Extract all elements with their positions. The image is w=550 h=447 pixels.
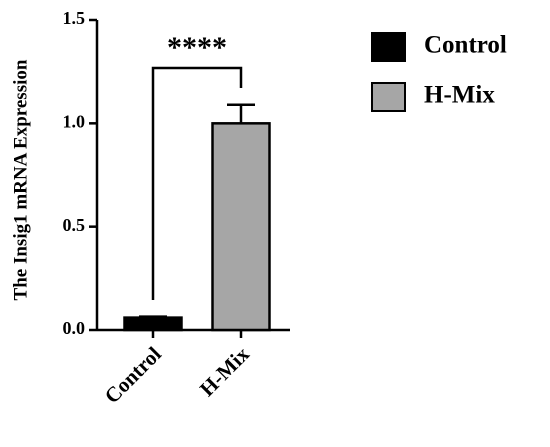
significance-label: ****	[167, 31, 227, 64]
y-tick-label: 0.0	[63, 318, 86, 338]
y-tick-label: 0.5	[63, 215, 86, 235]
y-axis-label: The Insig1 mRNA Expression	[10, 59, 31, 300]
bar	[123, 316, 183, 332]
legend-swatch	[371, 82, 406, 112]
x-tick-label: Control	[100, 342, 166, 408]
bar	[211, 122, 271, 332]
significance-bracket	[151, 66, 243, 300]
legend-label: H-Mix	[424, 82, 495, 109]
legend-swatch	[371, 32, 406, 62]
y-tick-label: 1.5	[63, 8, 86, 28]
y-tick-label: 1.0	[63, 111, 86, 131]
legend-label: Control	[424, 32, 507, 59]
x-tick-label: H-Mix	[195, 342, 254, 401]
